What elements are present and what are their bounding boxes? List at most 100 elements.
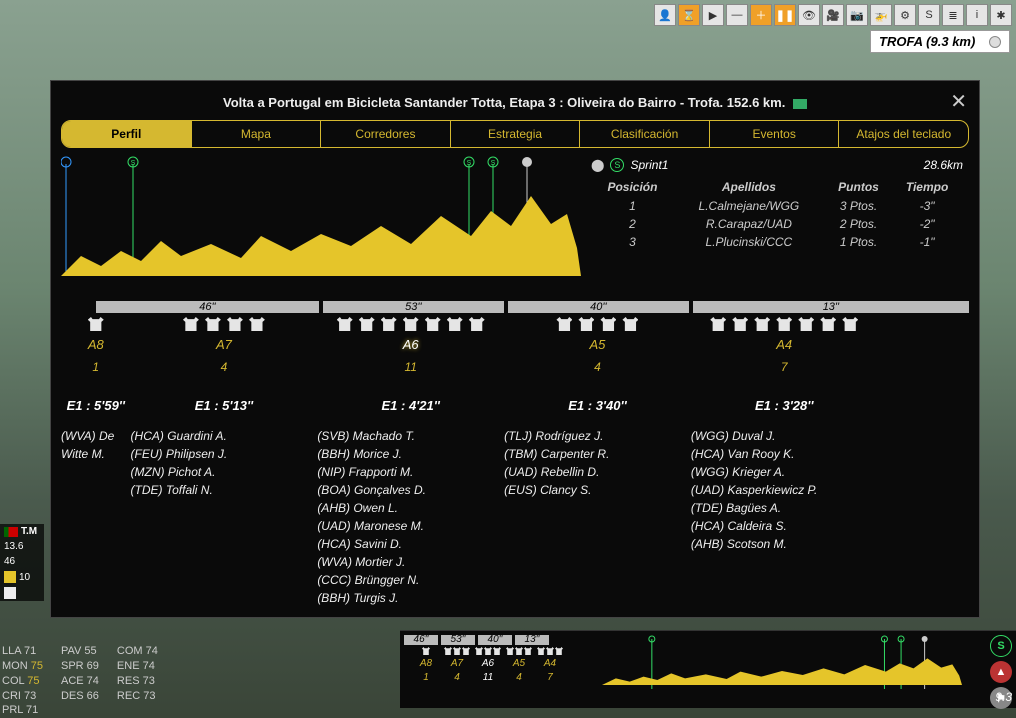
mini-gap: 13'' xyxy=(515,635,549,645)
stat-SPR: SPR 69 xyxy=(61,659,99,674)
checkered-icon: ⬤ xyxy=(591,158,604,172)
stat-LLA: LLA 71 xyxy=(2,644,43,659)
gap-bars: 46'' 53'' 40'' 13'' xyxy=(61,301,969,313)
gap-segment: 53'' xyxy=(323,301,504,313)
group-time: E1 : 4'21'' xyxy=(317,398,504,413)
mini-group-label: A4 xyxy=(536,658,564,669)
sprint-circle-icon[interactable]: S xyxy=(990,635,1012,657)
jersey-icon xyxy=(425,317,441,331)
toolbar-btn-6[interactable]: 👁 xyxy=(798,4,820,26)
toolbar-btn-1[interactable]: ⌛ xyxy=(678,4,700,26)
mini-race-panel: 46''53''40''13''A8A7A6A5A4141147 S ▲ ⚑ 9… xyxy=(400,630,1016,708)
gap-segment: 40'' xyxy=(508,301,689,313)
live-dot-icon xyxy=(793,99,807,109)
jersey-icon xyxy=(710,317,726,331)
stat-COM: COM 74 xyxy=(117,644,158,659)
stage-profile-chart: SSS xyxy=(61,156,581,291)
group-count: 4 xyxy=(504,360,691,374)
flag-icon xyxy=(4,527,18,537)
group-riders: (WGG) Duval J.(HCA) Van Rooy K.(WGG) Kri… xyxy=(691,427,878,553)
close-button[interactable]: ✕ xyxy=(950,89,967,114)
mini-group-count: 11 xyxy=(474,672,502,683)
mini-group-label: A7 xyxy=(443,658,471,669)
toolbar-btn-3[interactable]: — xyxy=(726,4,748,26)
panel-title-text: Volta a Portugal em Bicicleta Santander … xyxy=(223,95,785,110)
stat-CRI: CRI 73 xyxy=(2,689,43,704)
toolbar-btn-5[interactable]: ❚❚ xyxy=(774,4,796,26)
route-target-label: TROFA (9.3 km) xyxy=(870,30,1010,53)
groups-riders: (WVA) De Witte M.(HCA) Guardini A.(FEU) … xyxy=(61,419,969,607)
mountain-circle-icon[interactable]: ▲ xyxy=(990,661,1012,683)
stat-ENE: ENE 74 xyxy=(117,659,158,674)
stat-DES: DES 66 xyxy=(61,689,99,704)
toolbar-btn-2[interactable]: ▶ xyxy=(702,4,724,26)
tab-estrategia[interactable]: Estrategia xyxy=(451,121,581,147)
toolbar-btn-7[interactable]: 🎥 xyxy=(822,4,844,26)
group-label: A4 xyxy=(691,337,878,352)
stat-MON: MON 75 xyxy=(2,659,43,674)
toolbar-btn-14[interactable]: ✱ xyxy=(990,4,1012,26)
jersey-icon xyxy=(556,317,572,331)
stat-RES: RES 73 xyxy=(117,674,158,689)
group-label: A6 xyxy=(317,337,504,352)
mini-group-label: A8 xyxy=(412,658,440,669)
jersey-group xyxy=(61,317,131,331)
tab-bar: PerfilMapaCorredoresEstrategiaClasificac… xyxy=(61,120,969,148)
rider-stats: LLA 71MON 75COL 75CRI 73PRL 71PAV 55SPR … xyxy=(2,644,158,718)
groups-time: E1 : 5'59''E1 : 5'13''E1 : 4'21''E1 : 3'… xyxy=(61,380,969,413)
jersey-icon xyxy=(249,317,265,331)
jersey-icon xyxy=(469,317,485,331)
gap-segment: 13'' xyxy=(693,301,969,313)
jersey-icon xyxy=(447,317,463,331)
yellow-jersey-icon xyxy=(4,571,16,583)
group-riders: (WVA) De Witte M. xyxy=(61,427,131,463)
rider-side-info: T.M 13.6 46 10 xyxy=(0,524,44,601)
sprint-table: PosiciónApellidosPuntosTiempo1L.Calmejan… xyxy=(591,176,963,252)
stat-PRL: PRL 71 xyxy=(2,703,43,718)
toolbar-btn-10[interactable]: ⚙ xyxy=(894,4,916,26)
jersey-icon xyxy=(732,317,748,331)
mini-group-label: A6 xyxy=(474,658,502,669)
jersey-icon xyxy=(622,317,638,331)
toolbar-btn-4[interactable]: ＋ xyxy=(750,4,772,26)
jersey-group xyxy=(317,317,504,331)
toolbar-btn-13[interactable]: i xyxy=(966,4,988,26)
tab-perfil[interactable]: Perfil xyxy=(62,121,192,147)
jersey-icon xyxy=(205,317,221,331)
tab-eventos[interactable]: Eventos xyxy=(710,121,840,147)
group-riders: (TLJ) Rodríguez J.(TBM) Carpenter R.(UAD… xyxy=(504,427,691,499)
white-jersey-icon xyxy=(4,587,16,599)
mini-group-label: A5 xyxy=(505,658,533,669)
jersey-icon xyxy=(578,317,594,331)
jersey-icon xyxy=(776,317,792,331)
toolbar-btn-9[interactable]: 🚁 xyxy=(870,4,892,26)
jersey-group xyxy=(691,317,878,331)
gap-segment: 46'' xyxy=(96,301,319,313)
jersey-group xyxy=(131,317,318,331)
group-riders: (HCA) Guardini A.(FEU) Philipsen J.(MZN)… xyxy=(131,427,318,499)
toolbar-btn-0[interactable]: 👤 xyxy=(654,4,676,26)
toolbar-btn-11[interactable]: S xyxy=(918,4,940,26)
group-time: E1 : 3'40'' xyxy=(504,398,691,413)
svg-text:S: S xyxy=(491,160,496,167)
group-count: 1 xyxy=(61,360,131,374)
group-label: A8 xyxy=(61,337,131,352)
jersey-icon xyxy=(842,317,858,331)
toolbar-btn-12[interactable]: ≣ xyxy=(942,4,964,26)
tab-clasificación[interactable]: Clasificación xyxy=(580,121,710,147)
svg-text:S: S xyxy=(467,160,472,167)
finish-dot-icon xyxy=(989,36,1001,48)
side-val-2: 46 xyxy=(4,556,15,567)
route-target-text: TROFA (9.3 km) xyxy=(879,34,975,49)
jersey-group xyxy=(504,317,691,331)
mini-gaps: 46''53''40''13''A8A7A6A5A4141147 xyxy=(404,635,564,683)
panel-title: Volta a Portugal em Bicicleta Santander … xyxy=(51,81,979,120)
mini-gap: 53'' xyxy=(441,635,475,645)
tab-atajos del teclado[interactable]: Atajos del teclado xyxy=(839,121,968,147)
jersey-icon xyxy=(754,317,770,331)
mini-group-count: 7 xyxy=(536,672,564,683)
tab-mapa[interactable]: Mapa xyxy=(192,121,322,147)
sprint-flag-icon: S xyxy=(610,158,624,172)
toolbar-btn-8[interactable]: 📷 xyxy=(846,4,868,26)
tab-corredores[interactable]: Corredores xyxy=(321,121,451,147)
